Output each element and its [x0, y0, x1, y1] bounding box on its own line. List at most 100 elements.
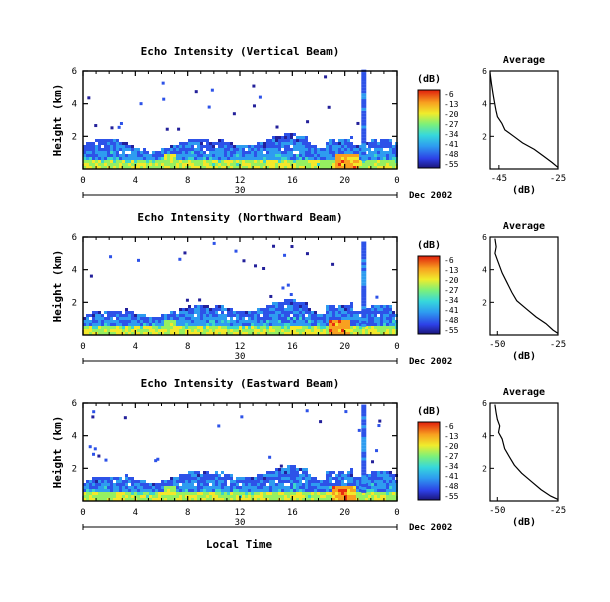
heatmap-cell [209, 145, 212, 148]
heatmap-cell [155, 492, 158, 495]
heatmap-cell [329, 157, 332, 160]
heatmap-cell [143, 492, 146, 495]
heatmap-cell [248, 498, 251, 501]
heatmap-cell [119, 489, 122, 492]
heatmap-cell [176, 332, 179, 335]
heatmap-cell [128, 498, 131, 501]
heatmap-cell [377, 477, 380, 480]
heatmap-cell [83, 332, 86, 335]
heatmap-cell [371, 486, 374, 489]
heatmap-cell [224, 483, 227, 486]
heatmap-cell [110, 160, 113, 163]
heatmap-cell [361, 122, 367, 126]
heatmap-cell [98, 477, 101, 480]
heatmap-cell [83, 498, 86, 501]
heatmap-cell [305, 477, 308, 480]
heatmap-cell [203, 492, 206, 495]
heatmap-cell [230, 320, 233, 323]
heatmap-cell [299, 142, 302, 145]
heatmap-cell [383, 157, 386, 160]
heatmap-cell [236, 323, 239, 326]
heatmap-cell [365, 142, 368, 145]
heatmap-cell [101, 492, 104, 495]
heatmap-cell [209, 163, 212, 166]
heatmap-cell [275, 329, 278, 332]
heatmap-cell [305, 308, 308, 311]
heatmap-cell [386, 154, 389, 157]
heatmap-cell [266, 498, 269, 501]
heatmap-cell [98, 486, 101, 489]
heatmap-cell [215, 142, 218, 145]
heatmap-cell [287, 498, 290, 501]
heatmap-cell [293, 299, 296, 302]
heatmap-cell [293, 133, 296, 136]
heatmap-cell [107, 486, 110, 489]
heatmap-cell [320, 498, 323, 501]
heatmap-cell [170, 151, 173, 154]
heatmap-cell [386, 308, 389, 311]
heatmap-cell [365, 317, 368, 320]
heatmap-cell [182, 160, 185, 163]
heatmap-cell [266, 480, 269, 483]
heatmap-cell [119, 142, 122, 145]
heatmap-cell [155, 157, 158, 160]
heatmap-cell [182, 314, 185, 317]
heatmap-cell [156, 457, 160, 461]
heatmap-cell [365, 474, 368, 477]
heatmap-cell [176, 145, 179, 148]
heatmap-cell [245, 157, 248, 160]
heatmap-cell [212, 323, 215, 326]
heatmap-cell [293, 480, 296, 483]
heatmap-cell [299, 332, 302, 335]
heatmap-cell [350, 332, 353, 335]
heatmap-cell [218, 151, 221, 154]
heatmap-cell [197, 317, 200, 320]
heatmap-cell [341, 163, 344, 166]
heatmap-cell [209, 486, 212, 489]
heatmap-cell [191, 480, 194, 483]
heatmap-cell [212, 317, 215, 320]
heatmap-cell [263, 145, 266, 148]
heatmap-cell [350, 492, 353, 495]
heatmap-cell [101, 332, 104, 335]
heatmap-cell [167, 151, 170, 154]
heatmap-cell [224, 486, 227, 489]
heatmap-cell [287, 160, 290, 163]
heatmap-cell [95, 317, 98, 320]
heatmap-cell [152, 151, 155, 154]
heatmap-cell [149, 160, 152, 163]
heatmap-cell [89, 148, 92, 151]
heatmap-cell [167, 314, 170, 317]
heatmap-cell [377, 480, 380, 483]
heatmap-cell [125, 483, 128, 486]
heatmap-cell [350, 329, 353, 332]
heatmap-cell [361, 410, 367, 414]
heatmap-cell [110, 492, 113, 495]
heatmap-cell [206, 317, 209, 320]
heatmap-cell [221, 160, 224, 163]
profile-y-tick-label: 2 [482, 298, 487, 307]
heatmap-cell [110, 489, 113, 492]
heatmap-cell [197, 160, 200, 163]
heatmap-cell [251, 160, 254, 163]
heatmap-cell [251, 154, 254, 157]
heatmap-cell [182, 320, 185, 323]
heatmap-cell [137, 492, 140, 495]
heatmap-cell [329, 323, 332, 326]
heatmap-cell [158, 326, 161, 329]
heatmap-cell [113, 329, 116, 332]
heatmap-cell [327, 105, 331, 109]
heatmap-cell [377, 166, 380, 169]
heatmap-cell [329, 495, 332, 498]
profile-y-tick-label: 4 [482, 266, 487, 275]
heatmap-cell [272, 142, 275, 145]
heatmap-cell [353, 148, 356, 151]
heatmap-cell [104, 495, 107, 498]
heatmap-cell [143, 320, 146, 323]
heatmap-cell [326, 326, 329, 329]
y-tick-label: 6 [72, 399, 77, 409]
heatmap-cell [209, 477, 212, 480]
heatmap-cell [203, 329, 206, 332]
heatmap-cell [361, 291, 367, 295]
heatmap-cell [128, 166, 131, 169]
